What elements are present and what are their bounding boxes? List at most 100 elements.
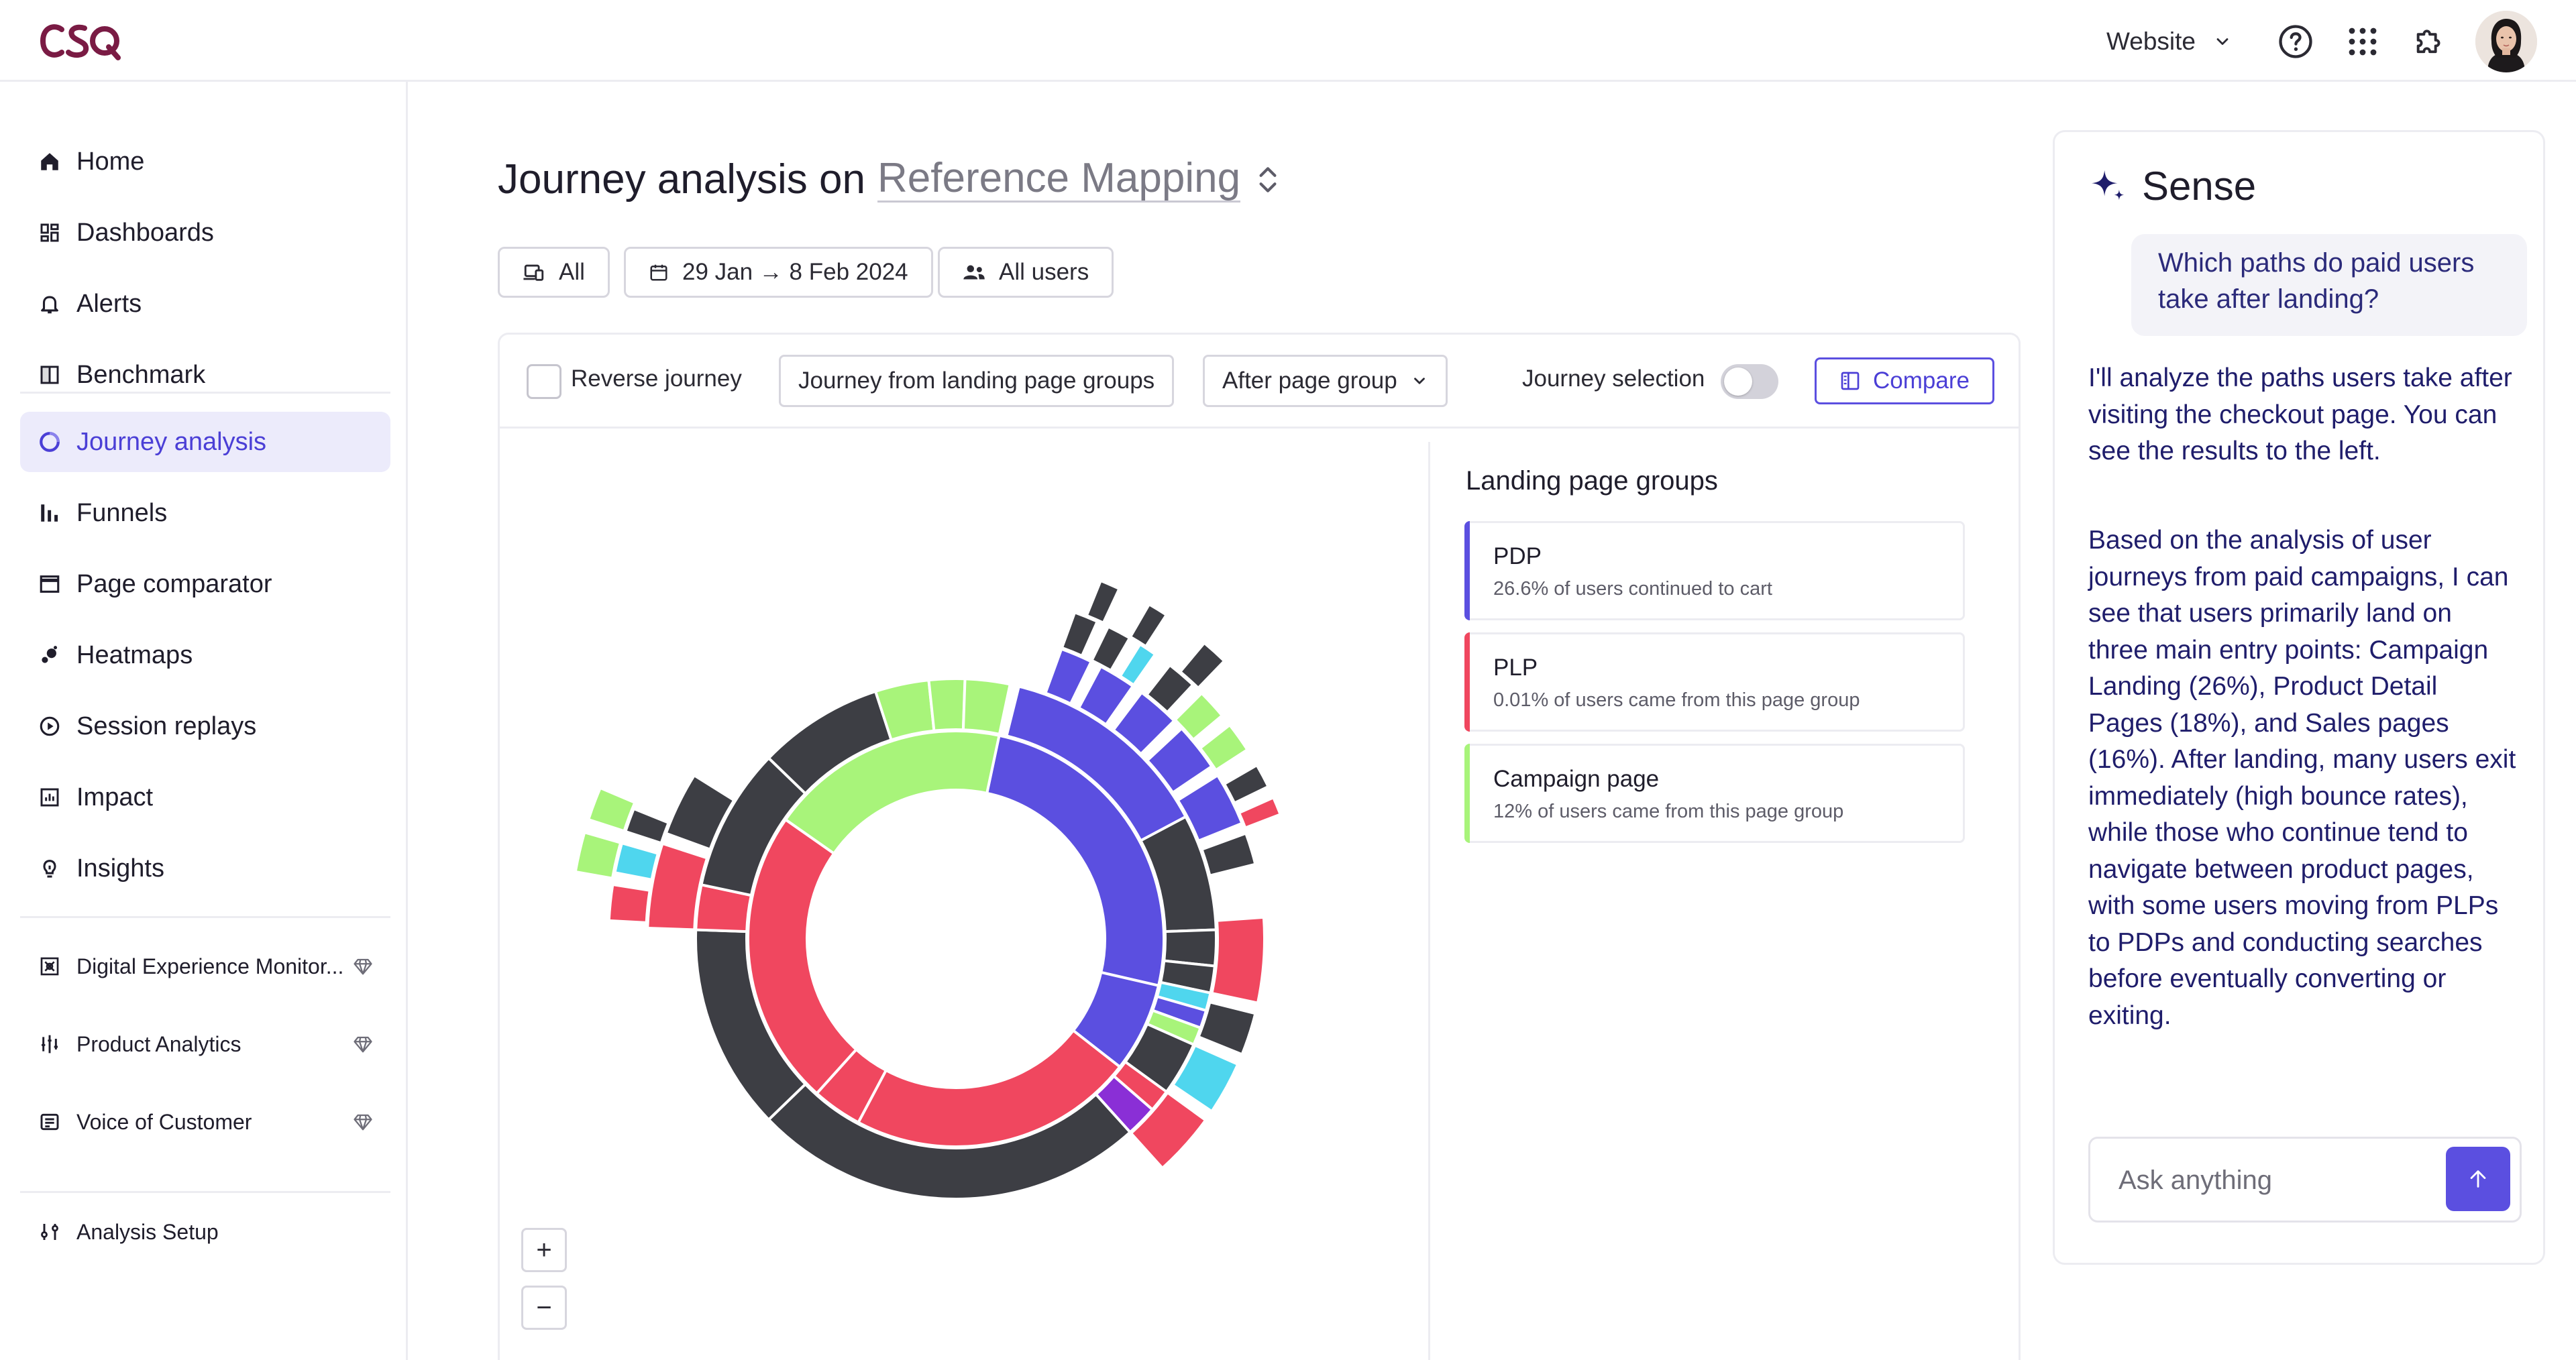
sense-title: Sense <box>2142 164 2257 209</box>
sunburst-segment[interactable] <box>1210 915 1267 1005</box>
sunburst-segment[interactable] <box>747 817 859 1096</box>
sidebar: Home Dashboards Alerts Benchmark Journey… <box>0 82 408 1360</box>
sunburst-segment[interactable] <box>1085 579 1122 625</box>
sunburst-segment[interactable] <box>623 807 671 845</box>
sidebar-item-insights[interactable]: Insights <box>20 838 390 899</box>
page-comparator-icon <box>35 569 64 599</box>
impact-icon <box>35 783 64 812</box>
sunburst-segment[interactable] <box>1111 690 1177 756</box>
landing-group-card-plp[interactable]: PLP 0.01% of users came from this page g… <box>1464 632 1965 732</box>
send-button[interactable] <box>2446 1147 2510 1211</box>
sidebar-item-page-comparator[interactable]: Page comparator <box>20 554 390 614</box>
csq-logo[interactable] <box>38 19 121 63</box>
sidebar-item-digital-experience-monitoring[interactable]: Digital Experience Monitor... <box>20 936 390 997</box>
sidebar-item-label: Insights <box>76 854 164 883</box>
sliders-icon <box>35 1217 64 1247</box>
sunburst-segment[interactable] <box>985 734 1165 988</box>
landing-group-card-campaign[interactable]: Campaign page 12% of users came from thi… <box>1464 744 1965 843</box>
sidebar-item-dashboards[interactable]: Dashboards <box>20 203 390 263</box>
funnels-icon <box>35 498 64 528</box>
puzzle-icon[interactable] <box>2411 23 2449 60</box>
sunburst-segment[interactable] <box>1173 691 1224 742</box>
journey-selection-toggle[interactable] <box>1721 364 1778 399</box>
sidebar-item-impact[interactable]: Impact <box>20 767 390 828</box>
sunburst-segment[interactable] <box>664 773 737 852</box>
date-range-label: 29 Jan → 8 Feb 2024 <box>682 259 908 285</box>
sidebar-item-journey-analysis[interactable]: Journey analysis <box>20 412 390 472</box>
sunburst-segment[interactable] <box>1171 1043 1240 1114</box>
sunburst-segment[interactable] <box>1043 647 1093 706</box>
sidebar-item-funnels[interactable]: Funnels <box>20 483 390 543</box>
sunburst-segment[interactable] <box>1128 602 1169 648</box>
sunburst-segment[interactable] <box>1222 763 1271 805</box>
sunburst-segment[interactable] <box>613 841 660 882</box>
journey-from-button[interactable]: Journey from landing page groups <box>779 355 1175 407</box>
segment-filter[interactable]: All users <box>938 247 1114 298</box>
voice-icon <box>35 1107 64 1137</box>
reverse-journey-label[interactable]: Reverse journey <box>571 365 742 392</box>
sunburst-segment[interactable] <box>1144 663 1195 714</box>
user-avatar[interactable] <box>2475 11 2537 72</box>
sidebar-item-home[interactable]: Home <box>20 131 390 192</box>
sort-arrows-icon[interactable] <box>1256 163 1279 196</box>
sunburst-segment[interactable] <box>1198 723 1250 773</box>
sidebar-divider <box>20 1191 390 1193</box>
benchmark-icon <box>35 360 64 390</box>
after-page-group-dropdown[interactable]: After page group <box>1203 355 1448 407</box>
landing-group-name: Campaign page <box>1493 766 1660 792</box>
sense-assistant-panel: Sense Which paths do paid users take aft… <box>2053 130 2545 1265</box>
sidebar-item-label: Benchmark <box>76 360 206 389</box>
sidebar-item-voice-of-customer[interactable]: Voice of Customer <box>20 1092 390 1152</box>
sunburst-segment[interactable] <box>1077 665 1135 727</box>
date-range-filter[interactable]: 29 Jan → 8 Feb 2024 <box>624 247 933 298</box>
sunburst-segment[interactable] <box>1145 726 1214 795</box>
diamond-icon <box>354 958 372 975</box>
sunburst-segment[interactable] <box>1196 1000 1257 1056</box>
landing-group-color-bar <box>1464 744 1470 843</box>
apps-grid-icon[interactable] <box>2344 23 2381 60</box>
sidebar-item-label: Session replays <box>76 712 257 740</box>
journey-icon <box>35 427 64 457</box>
landing-group-desc: 0.01% of users came from this page group <box>1493 689 1860 711</box>
sunburst-segment[interactable] <box>1118 642 1157 687</box>
calendar-icon <box>650 264 667 281</box>
sunburst-segment[interactable] <box>927 677 967 732</box>
journey-card: Reverse journey Journey from landing pag… <box>498 333 2021 1360</box>
top-bar: Website <box>0 0 2576 82</box>
zoom-in-button[interactable]: + <box>521 1228 567 1272</box>
sidebar-item-label: Home <box>76 147 145 176</box>
mapping-selector[interactable]: Reference Mapping <box>877 155 1241 203</box>
journey-sunburst-chart[interactable] <box>500 431 1428 1360</box>
device-filter[interactable]: All <box>498 247 610 298</box>
landing-group-desc: 12% of users came from this page group <box>1493 801 1844 822</box>
sunburst-segment[interactable] <box>1175 773 1244 843</box>
sunburst-segment[interactable] <box>1089 624 1132 673</box>
sunburst-segment[interactable] <box>574 830 623 881</box>
sunburst-segment[interactable] <box>1060 610 1099 658</box>
sidebar-item-label: Page comparator <box>76 569 272 598</box>
help-icon[interactable] <box>2277 23 2314 60</box>
sunburst-segment[interactable] <box>646 842 709 931</box>
journey-toolbar: Reverse journey Journey from landing pag… <box>500 335 2019 429</box>
sidebar-item-session-replays[interactable]: Session replays <box>20 696 390 756</box>
sidebar-item-heatmaps[interactable]: Heatmaps <box>20 625 390 685</box>
sunburst-segment[interactable] <box>1178 640 1226 690</box>
sidebar-item-alerts[interactable]: Alerts <box>20 274 390 334</box>
website-selector[interactable]: Website <box>2106 25 2232 58</box>
sidebar-item-benchmark[interactable]: Benchmark <box>20 345 390 405</box>
sunburst-segment[interactable] <box>586 786 637 833</box>
sidebar-item-analysis-setup[interactable]: Analysis Setup <box>20 1202 390 1262</box>
sunburst-segment[interactable] <box>607 883 651 924</box>
ask-input-box[interactable]: Ask anything <box>2088 1137 2522 1223</box>
sunburst-segment[interactable] <box>1129 1090 1208 1170</box>
sidebar-item-product-analytics[interactable]: Product Analytics <box>20 1014 390 1074</box>
sunburst-segment[interactable] <box>856 1028 1122 1148</box>
landing-group-card-pdp[interactable]: PDP 26.6% of users continued to cart <box>1464 521 1965 620</box>
zoom-out-button[interactable]: − <box>521 1286 567 1330</box>
sunburst-segment[interactable] <box>961 677 1012 736</box>
sunburst-segment[interactable] <box>1237 795 1283 830</box>
compare-button[interactable]: Compare <box>1815 357 1994 404</box>
reverse-journey-checkbox[interactable] <box>527 364 561 399</box>
sidebar-item-label: Funnels <box>76 498 168 527</box>
sunburst-segment[interactable] <box>1199 832 1257 878</box>
